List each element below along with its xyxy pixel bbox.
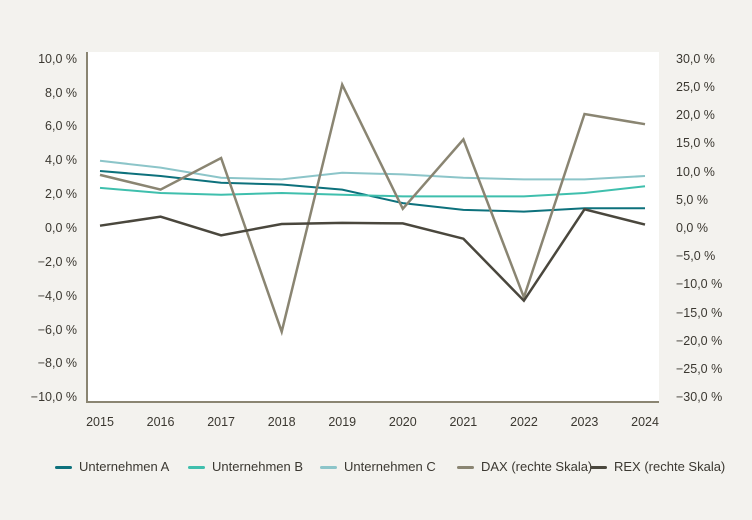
x-tick-label: 2016 — [146, 415, 175, 429]
y-right-tick-label: 25,0 % — [676, 80, 715, 94]
legend: Unternehmen A Unternehmen B Unternehmen C D… — [0, 459, 752, 475]
series-line-unternehmen-b — [99, 185, 646, 198]
legend-swatch — [55, 465, 72, 469]
legend-swatch — [590, 465, 607, 469]
x-tick-label: 2022 — [510, 415, 538, 429]
legend-item-rex-rechte-skala: REX (rechte Skala) — [590, 459, 725, 475]
y-left-tick-label: 6,0 % — [45, 119, 77, 134]
legend-swatch — [457, 465, 474, 469]
y-left-tick-label: 4,0 % — [45, 153, 77, 168]
series-line-dax-rechte-skala — [99, 81, 646, 337]
legend-item-label: Unternehmen C — [344, 459, 436, 474]
y-right-tick-label: −30,0 % — [676, 390, 723, 405]
x-tick-label: 2020 — [388, 415, 417, 429]
legend-item-unternehmen-c: Unternehmen C — [320, 459, 436, 475]
x-tick-label: 2021 — [449, 415, 478, 429]
y-right-tick-label: −10,0 % — [676, 277, 723, 292]
y-right-tick-label: 15,0 % — [676, 136, 715, 151]
legend-item-unternehmen-a: Unternehmen A — [55, 459, 169, 475]
series-line-rex-rechte-skala — [99, 207, 646, 303]
y-left-tick-label: −10,0 % — [30, 390, 77, 405]
y-right-tick-label: −15,0 % — [676, 305, 723, 320]
plot-area — [86, 52, 659, 403]
legend-item-unternehmen-b: Unternehmen B — [188, 459, 303, 475]
y-left-tick-label: −4,0 % — [37, 288, 77, 303]
y-right-tick-label: 5,0 % — [676, 192, 708, 207]
y-right-tick-label: 10,0 % — [676, 164, 715, 179]
x-tick-label: 2024 — [631, 415, 659, 429]
x-tick-label: 2018 — [267, 415, 296, 429]
y-right-tick-label: −25,0 % — [676, 362, 723, 376]
y-left-tick-label: 8,0 % — [45, 85, 77, 100]
y-left-tick-label: −6,0 % — [37, 322, 77, 337]
series-lines-svg — [99, 81, 646, 337]
y-right-tick-label: 20,0 % — [676, 108, 715, 123]
legend-item-dax-rechte-skala: DAX (rechte Skala) — [457, 459, 592, 475]
legend-swatch — [320, 465, 337, 469]
y-left-tick-label: −8,0 % — [37, 356, 77, 371]
legend-item-label: DAX (rechte Skala) — [481, 459, 593, 474]
y-left-tick-label: 10,0 % — [38, 51, 77, 66]
y-right-tick-label: 0,0 % — [676, 221, 708, 235]
x-tick-label: 2017 — [207, 415, 236, 429]
y-right-tick-label: −5,0 % — [676, 249, 716, 264]
legend-item-label: Unternehmen B — [212, 459, 304, 474]
y-right-tick-label: −20,0 % — [676, 333, 723, 348]
legend-swatch — [188, 465, 205, 469]
y-left-tick-label: 0,0 % — [45, 221, 77, 235]
legend-item-label: Unternehmen A — [79, 459, 170, 474]
legend-item-label: REX (rechte Skala) — [614, 459, 726, 474]
x-tick-label: 2023 — [570, 415, 599, 429]
y-right-tick-label: 30,0 % — [676, 51, 715, 66]
y-left-tick-label: 2,0 % — [45, 187, 77, 202]
x-tick-label: 2015 — [86, 415, 114, 429]
x-tick-label: 2019 — [328, 415, 357, 429]
y-left-tick-label: −2,0 % — [37, 254, 77, 269]
